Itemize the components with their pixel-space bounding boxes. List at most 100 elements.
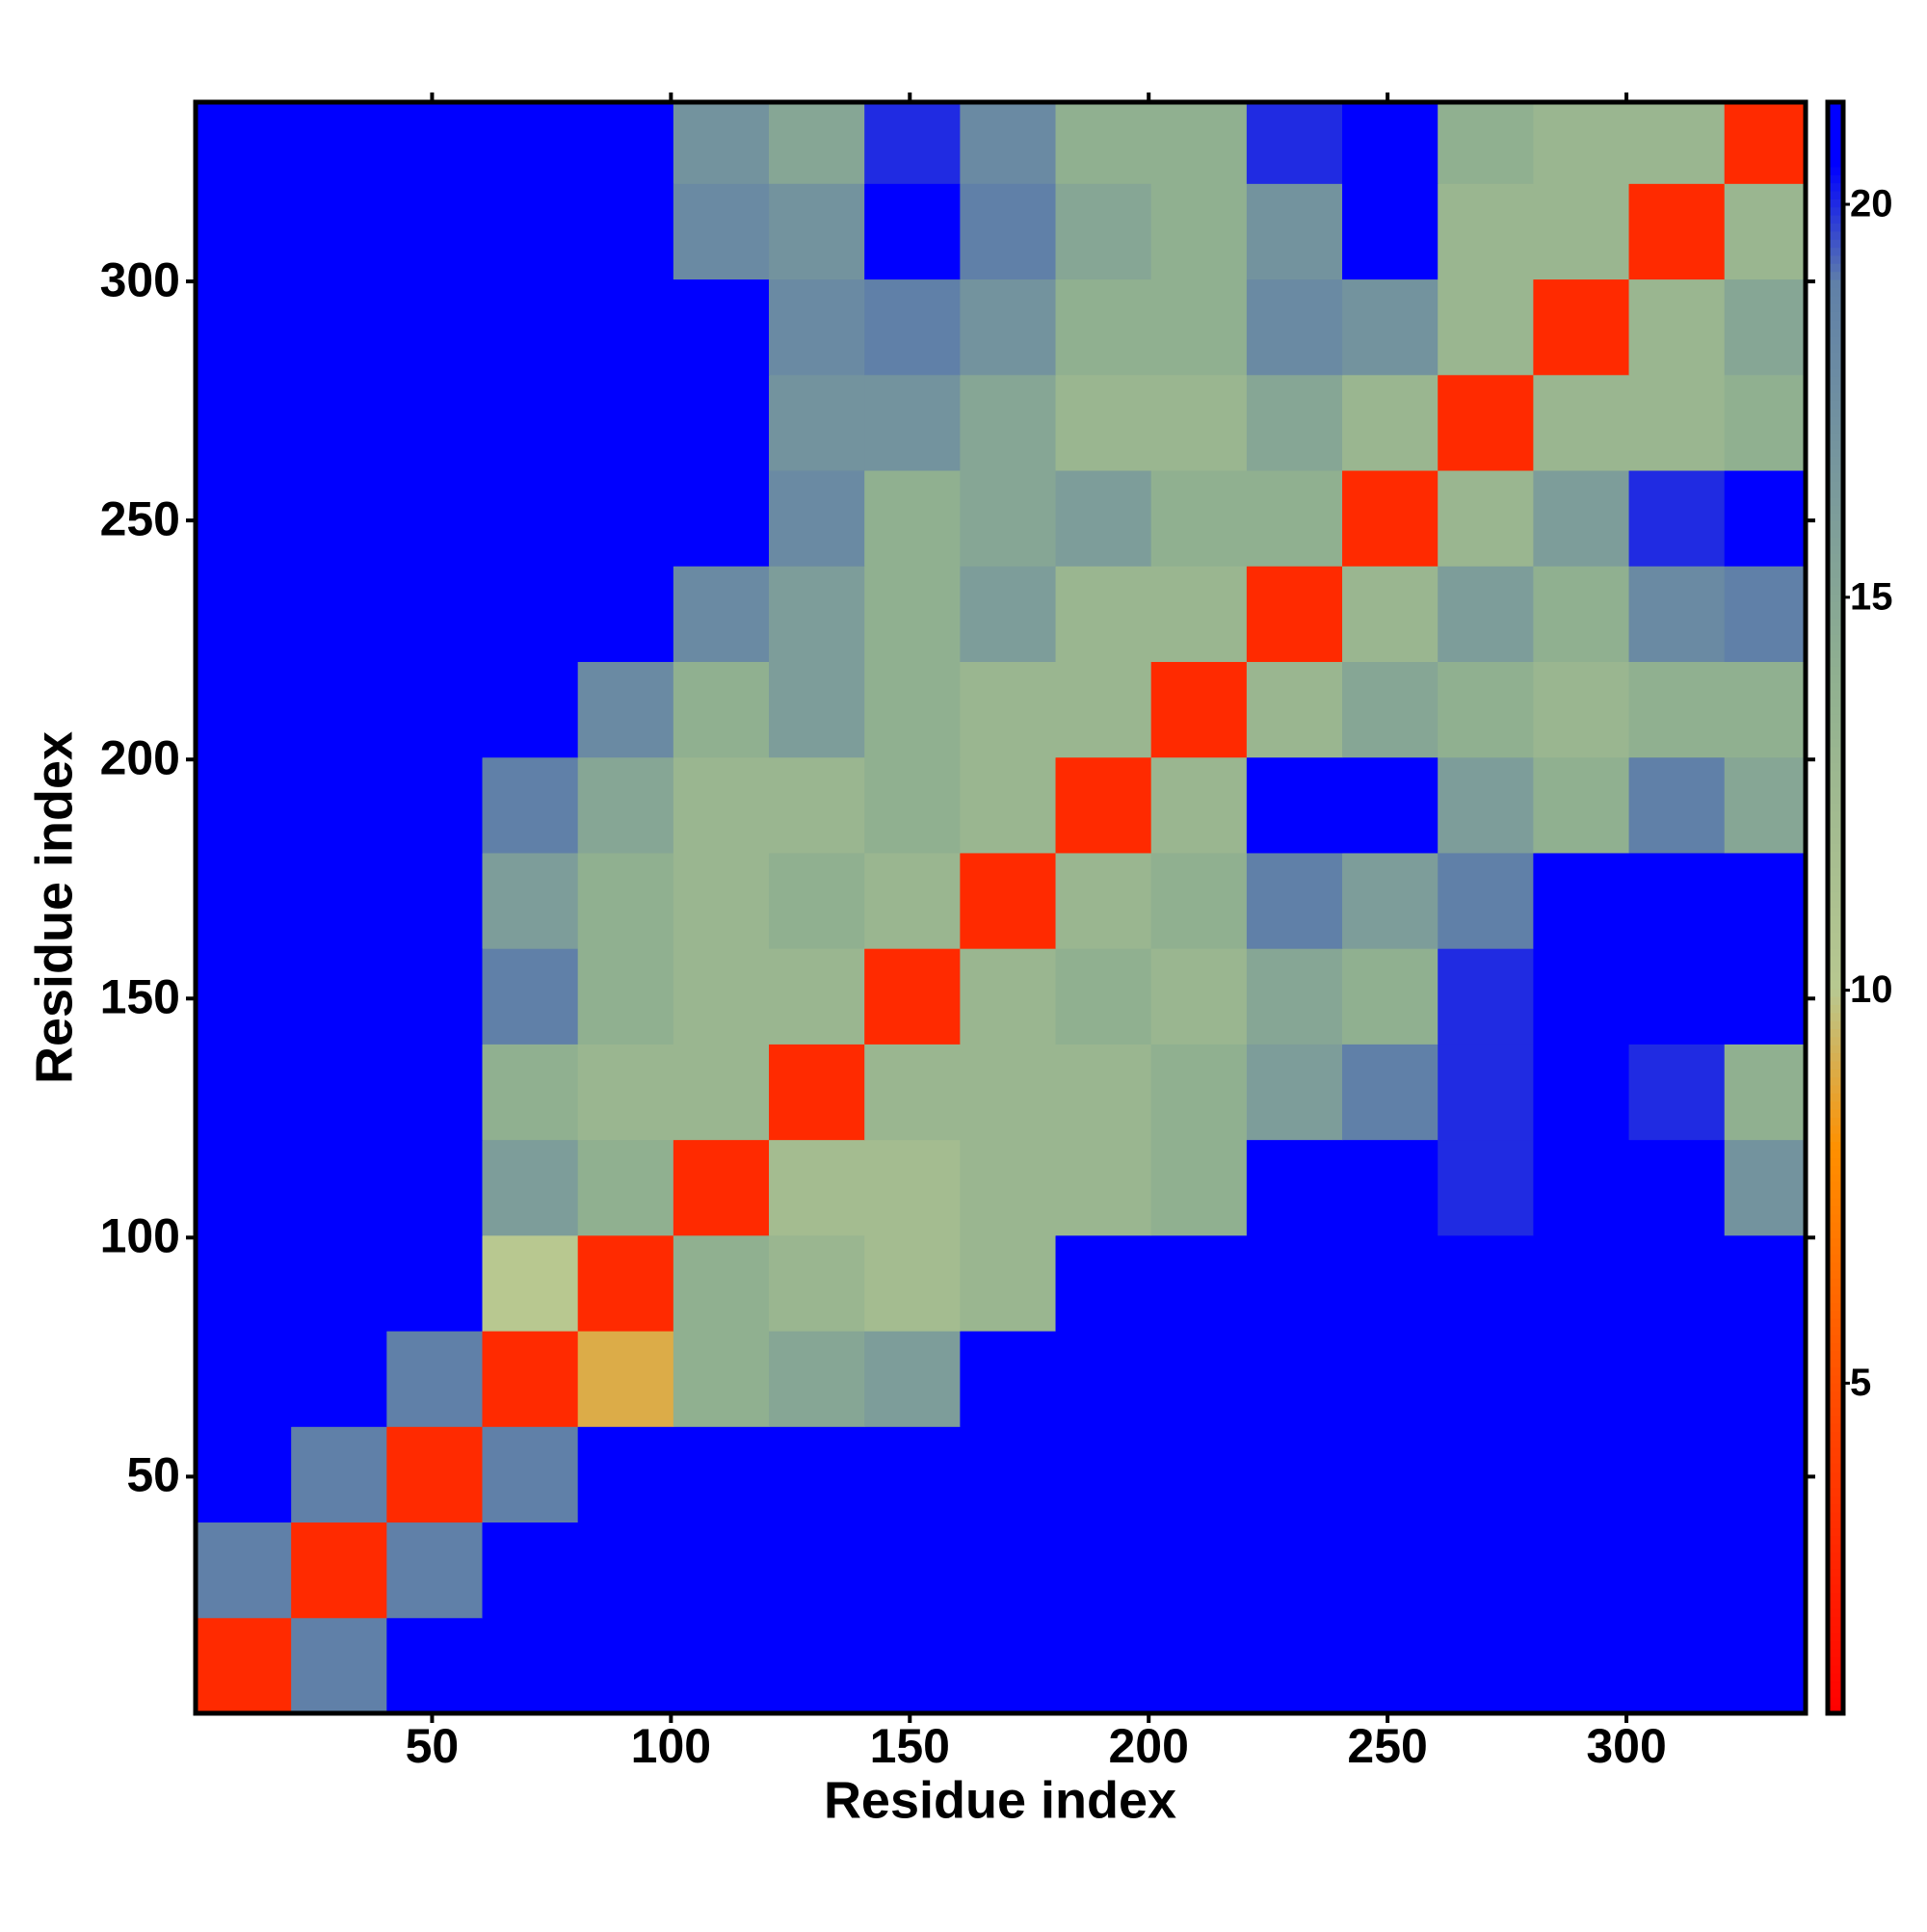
heatmap-cell [673,948,770,1045]
heatmap-cell [769,470,865,567]
heatmap-cell [769,1426,865,1523]
heatmap-cell [1342,948,1439,1045]
heatmap-cell [673,1331,770,1427]
colorbar-swatch [1828,883,1843,892]
heatmap-cell [577,278,674,376]
heatmap-cell [1724,1139,1807,1236]
x-tick-label: 250 [1347,1719,1427,1773]
y-tick-label: 300 [100,252,180,306]
heatmap-cell [1724,278,1807,376]
colorbar-swatch [1828,601,1843,611]
heatmap-cell [482,183,579,280]
colorbar-swatch [1828,786,1843,796]
colorbar-swatch [1828,561,1843,570]
heatmap-cell [1533,102,1630,184]
colorbar-swatch [1828,1213,1843,1223]
heatmap-cell [769,102,865,184]
heatmap-cell [577,1139,674,1236]
heatmap-cell [769,566,865,662]
colorbar-swatch [1828,988,1843,997]
heatmap-cell [864,948,961,1045]
heatmap-cell [577,1617,674,1714]
colorbar-swatch [1828,1165,1843,1175]
heatmap-cell [291,1044,387,1141]
colorbar-swatch [1828,674,1843,683]
heatmap-cell [960,102,1057,184]
heatmap-cell [1246,470,1343,567]
heatmap-cell [864,1139,961,1236]
plot-frame [193,99,1808,1716]
colorbar-swatch [1828,1084,1843,1094]
heatmap-cell [1438,470,1534,567]
heatmap-cell [1150,852,1248,949]
heatmap-cell [1533,852,1630,949]
heatmap-cell [960,1522,1057,1619]
heatmap-cell [673,278,770,376]
heatmap-cell [291,102,387,184]
heatmap-cell [196,1426,292,1523]
colorbar-swatch [1828,1310,1843,1319]
y-tick-label: 50 [126,1448,180,1502]
colorbar-swatch [1828,1600,1843,1609]
heatmap-cell [1628,470,1726,567]
y-tick-label: 150 [100,969,180,1023]
heatmap-cell [1150,566,1248,662]
colorbar-swatch [1828,609,1843,619]
heatmap-cell [1150,278,1248,376]
x-tick-label: 50 [406,1719,460,1773]
colorbar-swatch [1828,642,1843,651]
colorbar-swatch [1828,1149,1843,1158]
heatmap-cell [386,1139,484,1236]
colorbar-swatch [1828,1374,1843,1384]
heatmap-cell [1055,1044,1152,1141]
colorbar-swatch [1828,971,1843,981]
colorbar-swatch [1828,980,1843,990]
heatmap-cell [196,1044,292,1141]
colorbar-swatch [1828,875,1843,885]
colorbar-swatch [1828,215,1843,224]
heatmap-cell [1533,1617,1630,1714]
colorbar-swatch [1828,1205,1843,1215]
heatmap-cell [769,756,865,854]
colorbar-swatch [1828,1398,1843,1408]
heatmap-cell [1438,566,1534,662]
heatmap-cell [769,1044,865,1141]
heatmap-cell [1055,470,1152,567]
colorbar-swatch [1828,1117,1843,1126]
heatmap-cell [1246,1139,1343,1236]
heatmap-cell [1724,1331,1807,1427]
heatmap-cell [1150,756,1248,854]
heatmap-cell [1246,852,1343,949]
colorbar-swatch [1828,1664,1843,1674]
y-tick-label: 200 [100,730,180,784]
heatmap-cell [673,470,770,567]
heatmap-cell [196,948,292,1045]
heatmap-cell [673,1522,770,1619]
heatmap-cell [482,1522,579,1619]
heatmap-cell [196,1331,292,1427]
heatmap-cell [386,1426,484,1523]
heatmap-cell [577,1522,674,1619]
heatmap-cell [864,566,961,662]
colorbar-swatch [1828,1697,1843,1707]
colorbar-swatch [1828,810,1843,820]
heatmap-cell [769,661,865,758]
heatmap-cell [1246,661,1343,758]
heatmap-cell [960,1044,1057,1141]
heatmap-cell [1438,1234,1534,1332]
colorbar-swatch [1828,1463,1843,1472]
colorbar-swatch [1828,908,1843,916]
colorbar-swatch [1828,1254,1843,1263]
heatmap-cell [291,278,387,376]
heatmap-cell [291,661,387,758]
colorbar-swatch [1828,593,1843,602]
heatmap-cell [196,1617,292,1714]
colorbar-swatch [1828,706,1843,715]
colorbar-swatch [1828,1069,1843,1078]
heatmap-cell [1438,374,1534,471]
heatmap-cell [196,374,292,471]
heatmap-cell [577,1044,674,1141]
heatmap-cell [1342,1617,1439,1714]
colorbar-swatch [1828,964,1843,973]
